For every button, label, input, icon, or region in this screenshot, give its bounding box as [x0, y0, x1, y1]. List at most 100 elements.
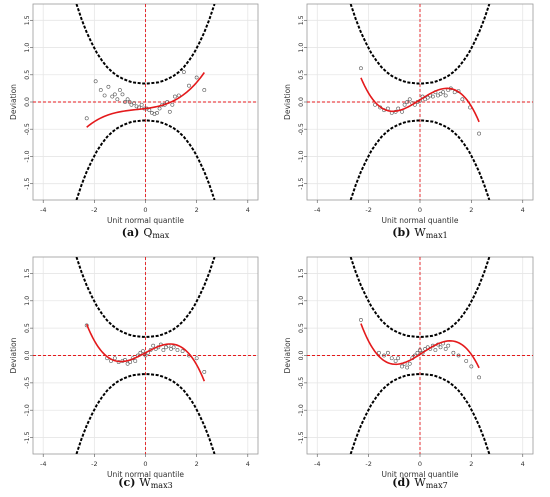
data-point — [141, 349, 145, 354]
data-point — [433, 348, 438, 352]
y-tick-label: -1.0 — [24, 404, 31, 416]
data-point — [460, 97, 465, 102]
data-point — [425, 95, 430, 100]
fit-curve — [360, 77, 480, 123]
data-point — [143, 353, 148, 358]
x-tick-label: 0 — [418, 460, 422, 468]
data-point — [400, 364, 404, 369]
y-tick-label: 0.5 — [298, 323, 305, 333]
data-point — [167, 109, 172, 114]
data-point — [132, 101, 136, 105]
chart-panel-1: -4 -2 0 2 4 -1.5 -1.0 -0.5 0.0 0.5 1.0 1.5 Unit norm… — [9, 3, 259, 240]
y-tick-label: -1.5 — [24, 431, 31, 443]
y-tick-label: -1.5 — [298, 431, 305, 443]
y-tick-label: -0.5 — [24, 123, 31, 135]
y-tick-label: 0.0 — [298, 351, 305, 361]
x-tick-label: 4 — [521, 460, 525, 468]
caption-letter: (b) — [392, 226, 410, 239]
data-point — [84, 323, 89, 328]
y-tick-label: -1.0 — [298, 150, 305, 162]
confidence-curve-lower — [349, 119, 491, 200]
data-point — [139, 102, 144, 107]
data-point — [112, 356, 117, 361]
panel-caption: (c) Wmax3 — [118, 476, 172, 490]
data-point — [112, 92, 117, 97]
y-tick-label: 1.0 — [24, 43, 31, 53]
chart-panel-2: -4 -2 0 2 4 -1.5 -1.0 -0.5 0.0 0.5 1.0 1.5 Unit norm… — [283, 3, 534, 240]
y-tick-label: -1.0 — [24, 150, 31, 162]
fit-curve — [85, 324, 206, 382]
caption-letter: (c) — [118, 476, 135, 489]
data-point — [110, 94, 115, 99]
y-tick-label: -0.5 — [298, 377, 305, 389]
caption-sub: max7 — [426, 481, 448, 490]
caption-letter: (a) — [122, 226, 140, 239]
y-tick-label: 1.5 — [298, 268, 305, 278]
x-tick-label: 2 — [469, 206, 473, 214]
caption-sub: max1 — [426, 231, 448, 240]
data-point — [405, 100, 410, 104]
x-tick-label: -4 — [40, 460, 46, 468]
data-point — [407, 97, 412, 102]
data-point — [477, 131, 481, 136]
data-point — [441, 90, 446, 95]
confidence-curve-lower — [75, 373, 216, 454]
data-point — [171, 345, 176, 350]
data-point — [84, 116, 89, 121]
chart-panel-4: -4 -2 0 2 4 -1.5 -1.0 -0.5 0.0 0.5 1.0 1.5 Unit norm… — [283, 256, 534, 490]
data-point — [415, 350, 420, 355]
caption-main: W — [414, 476, 426, 489]
data-point — [118, 88, 122, 92]
x-tick-label: 4 — [521, 206, 525, 214]
data-point — [102, 93, 107, 98]
plot-area — [307, 4, 533, 200]
data-point — [430, 94, 435, 99]
x-tick-label: 4 — [246, 460, 250, 468]
data-point — [127, 100, 132, 104]
fit-curve — [86, 72, 205, 128]
confidence-curve-upper — [75, 4, 216, 85]
x-tick-label: -2 — [91, 460, 97, 468]
y-tick-label: 0.0 — [298, 97, 305, 107]
y-tick-label: -1.5 — [24, 178, 31, 190]
data-point — [173, 94, 177, 99]
data-point — [443, 93, 448, 98]
data-point — [170, 102, 175, 107]
data-point — [477, 375, 481, 380]
data-point — [418, 348, 422, 352]
x-tick-label: 2 — [195, 206, 199, 214]
data-point — [359, 318, 363, 322]
data-point — [125, 97, 130, 102]
data-point — [446, 343, 451, 348]
x-tick-label: 2 — [195, 460, 199, 468]
x-tick-label: 0 — [143, 206, 147, 214]
y-axis-label: Deviation — [9, 337, 18, 373]
y-tick-label: 0.5 — [298, 70, 305, 80]
x-axis-label: Unit normal quantile — [382, 470, 459, 479]
data-point — [377, 350, 381, 355]
plot-area — [33, 257, 258, 454]
x-axis-label: Unit normal quantile — [107, 216, 184, 225]
y-tick-label: -0.5 — [24, 377, 31, 389]
data-point — [133, 359, 138, 363]
y-tick-label: 1.5 — [298, 15, 305, 25]
data-point — [93, 79, 98, 84]
confidence-curve-upper — [75, 257, 216, 338]
caption-main: Q — [143, 226, 152, 239]
y-tick-label: 0.0 — [24, 97, 31, 107]
data-point — [359, 66, 363, 71]
y-axis-label: Deviation — [9, 84, 18, 120]
data-point — [405, 365, 410, 370]
x-tick-label: 0 — [143, 460, 147, 468]
data-point — [138, 350, 143, 355]
data-point — [396, 356, 401, 361]
plot-area — [33, 4, 258, 200]
x-tick-label: 4 — [246, 206, 250, 214]
data-point — [98, 88, 103, 92]
data-point — [202, 88, 207, 92]
caption-sub: max — [152, 231, 169, 240]
data-point — [175, 348, 180, 352]
y-axis-label: Deviation — [283, 84, 292, 120]
data-point — [147, 108, 152, 113]
